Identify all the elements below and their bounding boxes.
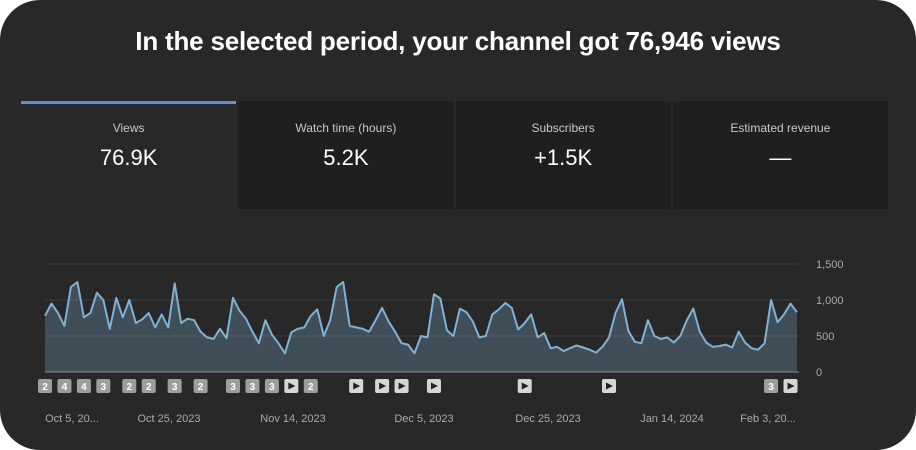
tab-subscribers[interactable]: Subscribers +1.5K	[455, 101, 671, 209]
video-count-marker[interactable]: 4	[57, 379, 72, 393]
marker-count: 4	[81, 382, 87, 393]
tab-value: 76.9K	[99, 145, 158, 170]
video-marker[interactable]	[602, 379, 616, 393]
video-count-marker[interactable]: 4	[76, 379, 91, 393]
views-area	[45, 282, 797, 372]
x-tick-label: Jan 14, 2024	[640, 413, 704, 425]
x-tick-label: Dec 5, 2023	[394, 413, 453, 425]
marker-box	[303, 379, 318, 393]
marker-box	[226, 379, 240, 393]
tab-watch-time[interactable]: Watch time (hours) 5.2K	[238, 101, 454, 209]
y-tick-label: 0	[816, 367, 822, 379]
tab-estimated-revenue[interactable]: Estimated revenue —	[672, 101, 888, 209]
marker-count: 2	[146, 382, 152, 393]
video-marker[interactable]	[517, 379, 532, 393]
metric-tabs: Views 76.9K Watch time (hours) 5.2K Subs…	[21, 101, 888, 209]
marker-box	[264, 379, 279, 393]
video-count-marker[interactable]: 2	[141, 379, 156, 393]
video-marker[interactable]	[426, 379, 441, 393]
y-tick-label: 500	[816, 331, 834, 343]
play-icon	[353, 382, 361, 390]
video-marker[interactable]	[783, 379, 798, 393]
tab-label: Watch time (hours)	[295, 121, 397, 135]
marker-count: 3	[230, 382, 236, 393]
tab-value: 5.2K	[323, 145, 369, 170]
video-count-marker[interactable]: 3	[167, 379, 182, 393]
headline: In the selected period, your channel got…	[135, 26, 781, 56]
marker-box	[245, 379, 260, 393]
video-marker[interactable]	[349, 379, 364, 393]
marker-count: 4	[62, 382, 68, 393]
marker-box	[764, 379, 779, 393]
video-count-marker[interactable]: 3	[96, 379, 111, 393]
video-count-marker[interactable]: 2	[303, 379, 318, 393]
video-count-marker[interactable]: 2	[38, 379, 52, 393]
video-count-marker[interactable]: 3	[264, 379, 279, 393]
play-icon	[288, 382, 296, 390]
video-count-marker[interactable]: 3	[245, 379, 260, 393]
marker-box	[193, 379, 208, 393]
y-tick-label: 1,500	[816, 259, 844, 271]
play-icon	[398, 382, 406, 390]
marker-count: 3	[768, 382, 774, 393]
marker-box	[96, 379, 111, 393]
video-marker[interactable]	[375, 379, 390, 393]
video-count-marker[interactable]: 3	[226, 379, 240, 393]
marker-box	[141, 379, 156, 393]
tab-label: Estimated revenue	[730, 121, 831, 135]
play-icon	[606, 382, 613, 390]
marker-count: 2	[198, 382, 204, 393]
marker-box	[57, 379, 72, 393]
play-icon	[521, 382, 529, 390]
play-icon	[430, 382, 438, 390]
video-marker[interactable]	[394, 379, 409, 393]
marker-count: 3	[269, 382, 275, 393]
views-chart: 1,500 1,000 500 0 2 4 4 3 2 2 3 2 3 3 3 2 3 Oct 5, 20... O…	[0, 240, 916, 440]
views-line	[44, 281, 798, 355]
marker-count: 2	[42, 382, 48, 393]
marker-box	[76, 379, 91, 393]
play-icon	[379, 382, 387, 390]
video-count-marker[interactable]: 2	[193, 379, 208, 393]
x-tick-label: Oct 5, 20...	[45, 413, 99, 425]
tab-label: Views	[112, 121, 145, 135]
video-marker[interactable]	[284, 379, 299, 393]
marker-count: 3	[172, 382, 178, 393]
marker-count: 2	[308, 382, 314, 393]
x-tick-label: Dec 25, 2023	[515, 413, 580, 425]
y-tick-label: 1,000	[816, 295, 844, 307]
marker-box	[122, 379, 137, 393]
marker-box	[38, 379, 52, 393]
views-chart-svg: 1,500 1,000 500 0 2 4 4 3 2 2 3 2 3 3 3 2 3 Oct 5, 20... O…	[38, 259, 844, 425]
tab-views[interactable]: Views 76.9K	[21, 101, 237, 209]
marker-count: 3	[250, 382, 256, 393]
tab-value: +1.5K	[534, 145, 593, 170]
x-tick-label: Feb 3, 20...	[740, 413, 796, 425]
tab-value: —	[769, 145, 792, 170]
marker-box	[167, 379, 182, 393]
play-icon	[787, 382, 795, 390]
video-count-marker[interactable]: 2	[122, 379, 137, 393]
x-tick-label: Nov 14, 2023	[260, 413, 325, 425]
marker-count: 2	[126, 382, 132, 393]
video-count-marker[interactable]: 3	[764, 379, 779, 393]
tab-label: Subscribers	[531, 121, 595, 135]
marker-count: 3	[101, 382, 107, 393]
x-tick-label: Oct 25, 2023	[138, 413, 201, 425]
